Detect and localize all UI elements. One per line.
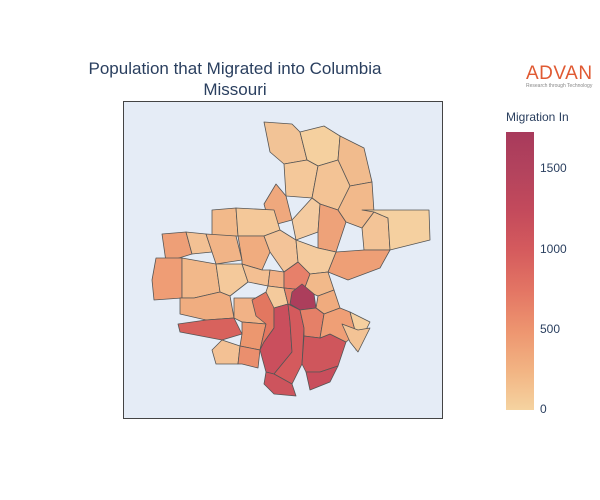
map-area[interactable] [123, 101, 443, 419]
colorbar-tick-0: 0 [540, 402, 547, 416]
tract [327, 249, 391, 281]
colorbar-tick-1500: 1500 [540, 161, 567, 175]
tract [151, 257, 183, 301]
tract [305, 365, 339, 391]
tract [211, 339, 241, 365]
tract [177, 317, 243, 341]
tract [301, 333, 347, 373]
tract [291, 197, 321, 241]
logo-tagline: Research through Technology [526, 83, 593, 89]
colorbar-tick-1000: 1000 [540, 242, 567, 256]
advan-logo: ADVAN Research through Technology [526, 64, 596, 90]
tract [237, 345, 261, 369]
tract [205, 233, 243, 265]
tract [267, 269, 285, 289]
tract [263, 121, 308, 165]
chart-title-line1: Population that Migrated into Columbia M… [88, 59, 382, 99]
tract [263, 371, 297, 397]
tract [215, 263, 249, 297]
choropleth-map[interactable] [124, 102, 443, 419]
colorbar-title: Migration In [506, 110, 569, 124]
tract [211, 207, 239, 237]
colorbar [506, 132, 534, 410]
tract [235, 207, 281, 237]
colorbar-tick-500: 500 [540, 322, 561, 336]
tract [181, 257, 221, 299]
tract [341, 323, 371, 353]
tract [179, 291, 235, 321]
logo-wordmark: ADVAN [526, 63, 593, 84]
